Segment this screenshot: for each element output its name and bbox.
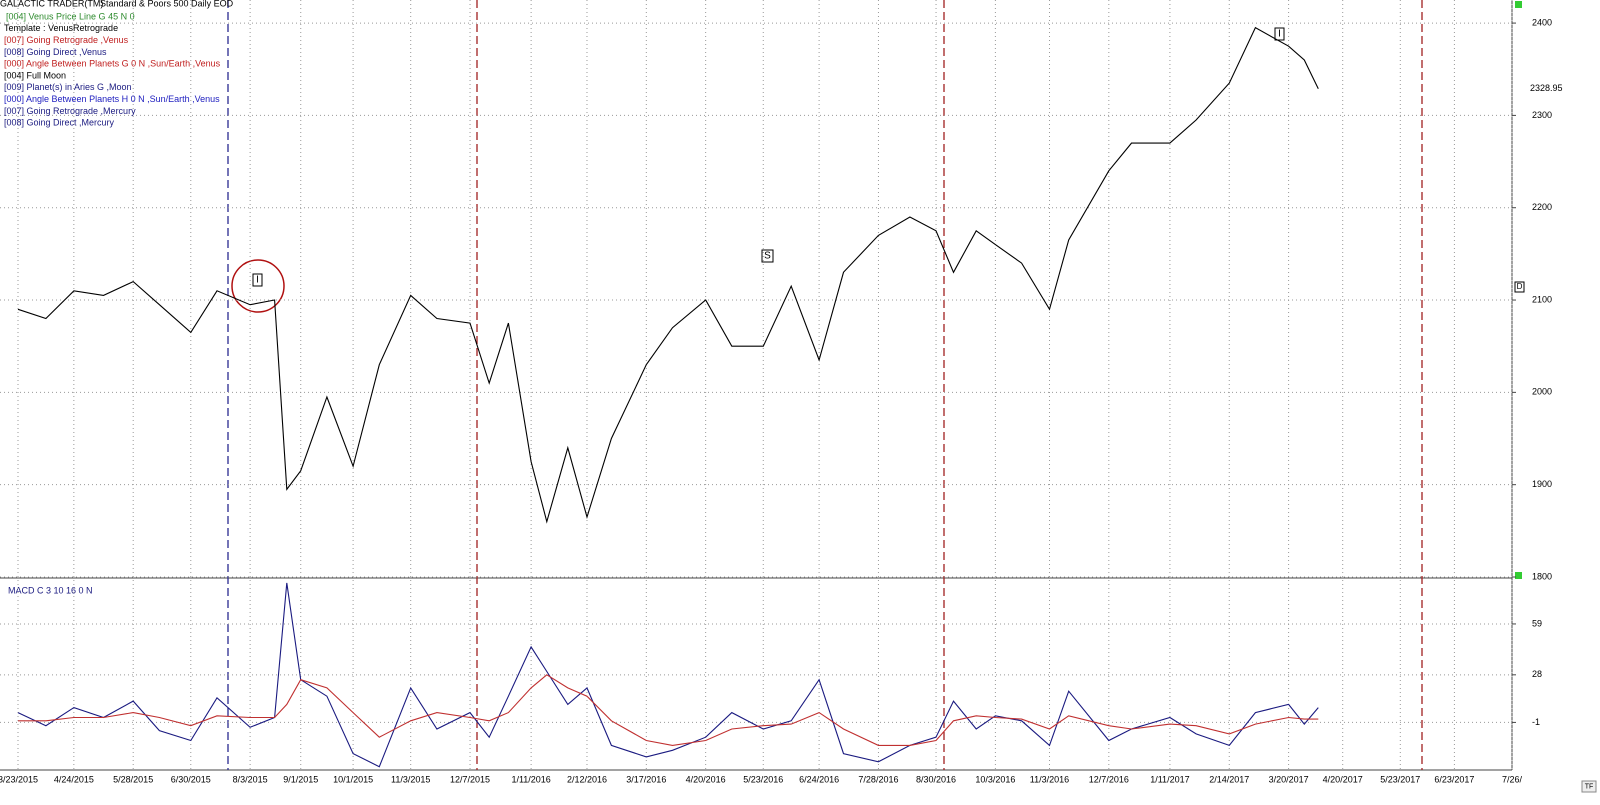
x-tick-label: 1/11/2017 bbox=[1150, 774, 1189, 784]
legend-entry: [007] Going Retrograde ,Mercury bbox=[4, 106, 136, 116]
x-tick-label: 8/30/2016 bbox=[916, 774, 956, 784]
y-tick-label: 2100 bbox=[1532, 294, 1552, 304]
x-tick-label: 10/1/2015 bbox=[333, 774, 373, 784]
x-tick-label: 4/20/2017 bbox=[1323, 774, 1363, 784]
x-tick-label: 5/23/2017 bbox=[1380, 774, 1420, 784]
series-line bbox=[18, 674, 1319, 746]
legend-entry: [007] Going Retrograde ,Venus bbox=[4, 35, 129, 45]
y-tick-label: -1 bbox=[1532, 717, 1540, 727]
tf-button[interactable] bbox=[1581, 780, 1597, 793]
corner-box bbox=[1515, 572, 1522, 579]
x-tick-label: 12/7/2015 bbox=[450, 774, 490, 784]
annotation: D bbox=[1517, 282, 1523, 291]
x-tick-label: 8/3/2015 bbox=[233, 774, 268, 784]
legend-entry: [004] Full Moon bbox=[4, 70, 66, 80]
instrument-title: Standard & Poors 500 Daily EOD bbox=[100, 0, 234, 8]
legend-entry: [009] Planet(s) in Aries G ,Moon bbox=[4, 82, 132, 92]
plot-layer: 3/23/2015 4/24/2015 5/28/2015 6/30/2015 8/3/… bbox=[0, 0, 1563, 784]
annotation: I bbox=[256, 275, 259, 286]
last-value-label: 2328.95 bbox=[1530, 83, 1563, 93]
x-tick-label: 7/28/2016 bbox=[858, 774, 898, 784]
macd-title: MACD C 3 10 16 0 N bbox=[8, 585, 93, 595]
x-tick-label: 2/12/2016 bbox=[567, 774, 607, 784]
y-tick-label: 28 bbox=[1532, 669, 1542, 679]
x-tick-label: 2/14/2017 bbox=[1209, 774, 1249, 784]
annotation-box bbox=[1274, 27, 1285, 41]
x-tick-label: 6/30/2015 bbox=[171, 774, 211, 784]
x-tick-label: 3/20/2017 bbox=[1269, 774, 1309, 784]
annotation: I bbox=[1278, 29, 1281, 40]
x-tick-label: 11/3/2016 bbox=[1030, 774, 1069, 784]
series-line bbox=[17, 26, 1319, 524]
y-tick-label: 2400 bbox=[1532, 17, 1552, 27]
highlight-circle bbox=[231, 259, 285, 313]
x-tick-label: 9/1/2015 bbox=[283, 774, 318, 784]
x-tick-label: 3/17/2016 bbox=[626, 774, 666, 784]
y-tick-label: 1800 bbox=[1532, 571, 1552, 581]
x-tick-label: 12/7/2016 bbox=[1089, 774, 1129, 784]
series-line bbox=[17, 582, 1319, 768]
legend-entry: [000] Angle Between Planets H 0 N ,Sun/E… bbox=[4, 94, 220, 104]
tf-label[interactable]: TF bbox=[1585, 783, 1594, 790]
x-tick-label: 11/3/2015 bbox=[391, 774, 430, 784]
annotation: S bbox=[764, 251, 771, 262]
x-tick-label: 4/20/2016 bbox=[686, 774, 726, 784]
y-tick-label: 1900 bbox=[1532, 479, 1552, 489]
y-tick-label: 59 bbox=[1532, 618, 1542, 628]
legend-entry: [008] Going Direct ,Venus bbox=[4, 47, 107, 57]
y-tick-label: 2200 bbox=[1532, 202, 1552, 212]
x-tick-label: 6/24/2016 bbox=[799, 774, 839, 784]
corner-box bbox=[1515, 1, 1522, 8]
x-tick-label: 5/23/2016 bbox=[743, 774, 783, 784]
legend-entry: [000] Angle Between Planets G 0 N ,Sun/E… bbox=[4, 59, 221, 69]
x-tick-label: 5/28/2015 bbox=[113, 774, 153, 784]
app-title: GALACTIC TRADER(TM) bbox=[0, 0, 103, 8]
x-tick-label: 1/11/2016 bbox=[511, 774, 550, 784]
legend-entry: Template : VenusRetrograde bbox=[4, 23, 118, 33]
y-tick-label: 2300 bbox=[1532, 110, 1552, 120]
annotation-box bbox=[1514, 281, 1525, 293]
x-tick-label: 3/23/2015 bbox=[0, 774, 38, 784]
x-tick-label: 6/23/2017 bbox=[1434, 774, 1474, 784]
legend-entry: [008] Going Direct ,Mercury bbox=[4, 118, 115, 128]
legend-entry: [004] Venus Price Line G 45 N 0 bbox=[6, 11, 135, 21]
y-tick-label: 2000 bbox=[1532, 387, 1552, 397]
annotation-box bbox=[252, 273, 263, 287]
x-tick-label: 7/26/ bbox=[1502, 774, 1523, 784]
x-tick-label: 10/3/2016 bbox=[975, 774, 1015, 784]
x-tick-label: 4/24/2015 bbox=[54, 774, 94, 784]
annotation-box bbox=[761, 249, 774, 263]
